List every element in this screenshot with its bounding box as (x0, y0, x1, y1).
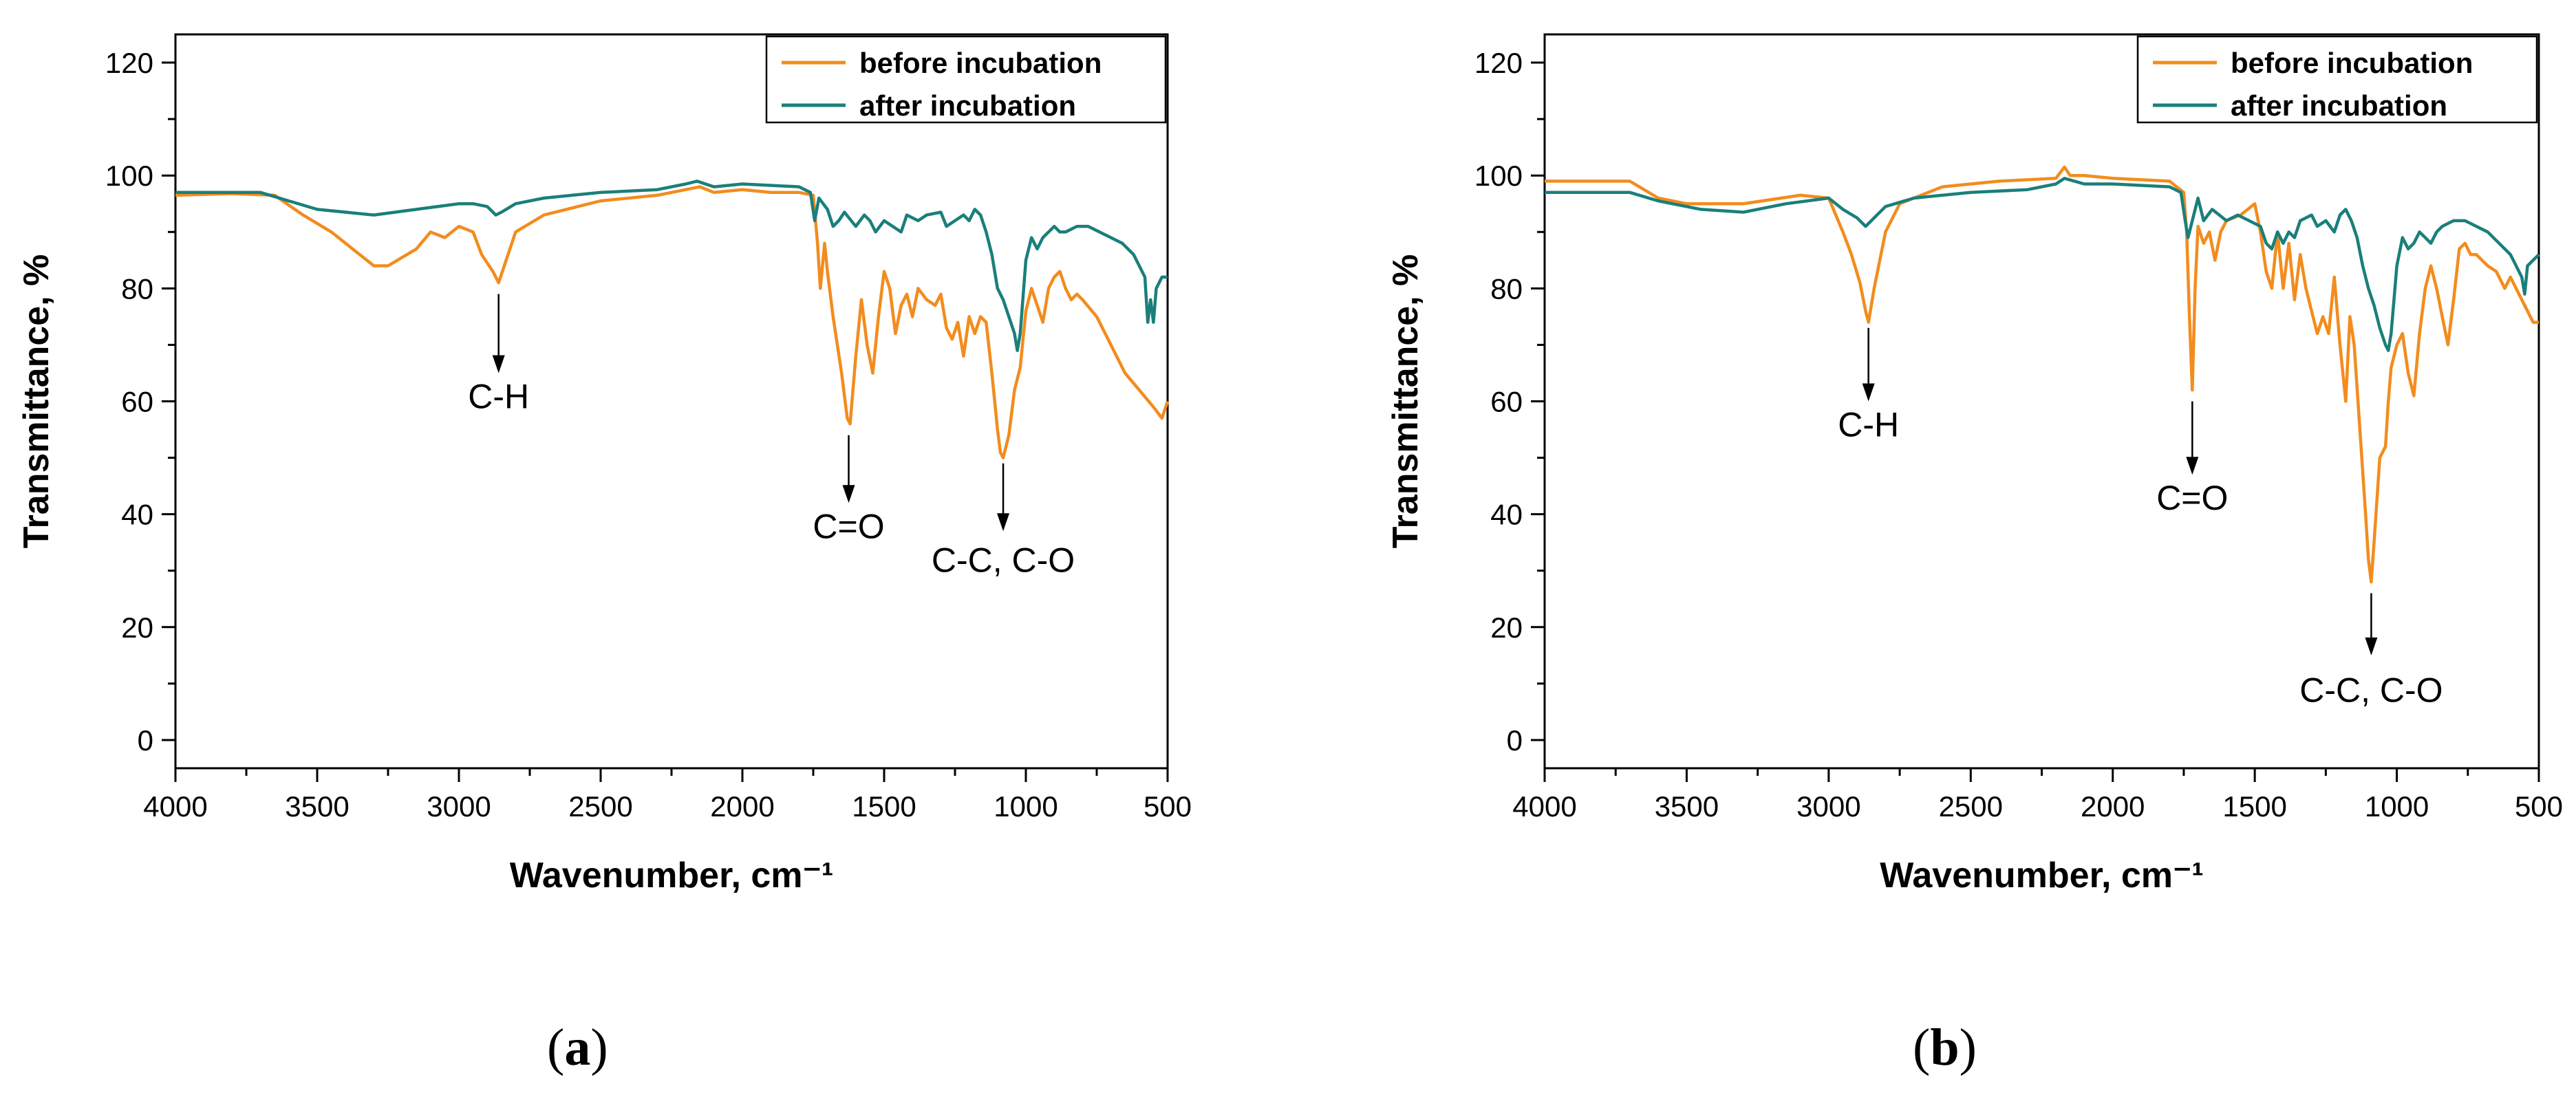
x-axis-title-b: Wavenumber, cm⁻¹ (1880, 856, 2204, 895)
legend-label-b-before: before incubation (2231, 47, 2473, 79)
annotation-arrowhead-a-0 (492, 355, 505, 373)
y-tick-label-b-120: 120 (1474, 47, 1523, 79)
y-axis-title-a: Transmittance, % (17, 254, 56, 549)
x-tick-label-a-3500: 3500 (285, 790, 349, 823)
y-tick-label-a-60: 60 (121, 386, 153, 418)
annotation-label-b-2: C-C, C-O (2299, 671, 2443, 709)
annotation-label-a-1: C=O (813, 507, 884, 545)
panel-label-b: (b) (1913, 1019, 1977, 1076)
x-tick-label-a-3000: 3000 (427, 790, 491, 823)
x-tick-label-a-1500: 1500 (852, 790, 916, 823)
series-line-b-after (1545, 177, 2540, 352)
legend-label-b-after: after incubation (2231, 89, 2447, 122)
y-tick-label-b-40: 40 (1490, 499, 1523, 531)
annotation-label-a-2: C-C, C-O (932, 541, 1075, 580)
y-tick-label-a-20: 20 (121, 611, 153, 644)
series-line-b-before (1545, 165, 2539, 584)
y-axis-title-b: Transmittance, % (1386, 254, 1426, 549)
y-tick-label-b-100: 100 (1474, 160, 1523, 192)
y-tick-label-a-0: 0 (138, 724, 153, 757)
x-tick-label-b-3000: 3000 (1796, 790, 1860, 823)
y-tick-label-a-100: 100 (105, 160, 153, 192)
x-axis-title-a: Wavenumber, cm⁻¹ (510, 856, 834, 895)
x-tick-label-b-1500: 1500 (2222, 790, 2286, 823)
legend-box-b (2136, 35, 2538, 124)
y-tick-label-b-20: 20 (1490, 611, 1523, 644)
x-tick-label-b-2500: 2500 (1939, 790, 2003, 823)
annotation-label-b-0: C-H (1838, 406, 1899, 444)
series-line-a-before (175, 185, 1170, 459)
plot-frame-a (174, 33, 1169, 770)
annotation-arrowhead-a-2 (997, 513, 1010, 532)
series-line-a-after (175, 180, 1168, 352)
annotation-arrowhead-b-1 (2186, 457, 2199, 475)
x-tick-label-b-500: 500 (2515, 790, 2563, 823)
x-tick-label-a-2500: 2500 (568, 790, 632, 823)
x-tick-label-a-2000: 2000 (710, 790, 774, 823)
x-tick-label-a-500: 500 (1144, 790, 1192, 823)
annotation-arrowhead-b-0 (1862, 383, 1875, 402)
y-tick-label-b-60: 60 (1490, 386, 1523, 418)
annotation-arrowhead-a-1 (842, 485, 855, 503)
panel-label-b-letter: b (1930, 1019, 1960, 1076)
annotation-arrowhead-b-2 (2365, 637, 2378, 655)
y-tick-label-a-80: 80 (121, 272, 153, 305)
panel-a-chart: 4000 3500 3000 2500 2000 1500 1000 500 0 20 40 60 80… (17, 33, 1192, 895)
legend-label-a-before: before incubation (859, 47, 1102, 79)
annotation-label-b-1: C=O (2156, 479, 2228, 517)
y-tick-label-a-120: 120 (105, 47, 153, 79)
x-tick-label-b-1000: 1000 (2365, 790, 2429, 823)
x-tick-label-b-3500: 3500 (1655, 790, 1719, 823)
y-tick-label-b-0: 0 (1507, 724, 1523, 757)
x-tick-label-a-1000: 1000 (994, 790, 1058, 823)
x-tick-label-b-2000: 2000 (2081, 790, 2145, 823)
y-tick-label-a-40: 40 (121, 499, 153, 531)
panel-label-a-letter: a (564, 1019, 591, 1076)
legend-label-a-after: after incubation (859, 89, 1076, 122)
panel-label-a: (a) (547, 1019, 608, 1076)
x-tick-label-a-4000: 4000 (143, 790, 207, 823)
y-tick-label-b-80: 80 (1490, 272, 1523, 305)
annotation-label-a-0: C-H (468, 378, 529, 416)
legend-box-a (765, 35, 1167, 124)
panel-b-chart: 4000 3500 3000 2500 2000 1500 1000 500 0 20 40 60 80… (1386, 33, 2563, 895)
x-tick-label-b-4000: 4000 (1512, 790, 1576, 823)
